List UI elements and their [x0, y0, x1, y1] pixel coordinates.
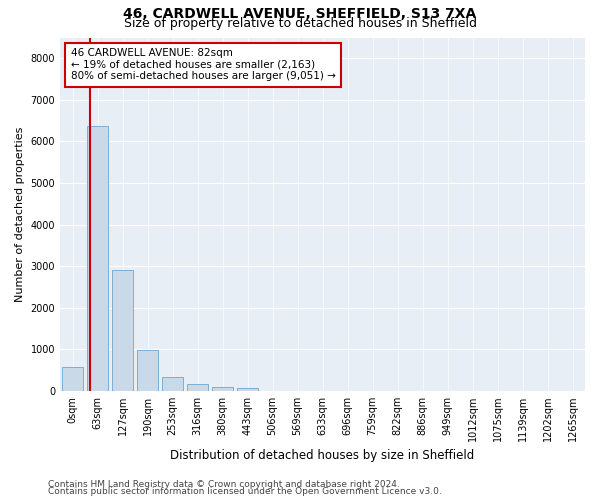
X-axis label: Distribution of detached houses by size in Sheffield: Distribution of detached houses by size …: [170, 450, 475, 462]
Text: Contains public sector information licensed under the Open Government Licence v3: Contains public sector information licen…: [48, 487, 442, 496]
Bar: [187, 384, 208, 391]
Text: 46, CARDWELL AVENUE, SHEFFIELD, S13 7XA: 46, CARDWELL AVENUE, SHEFFIELD, S13 7XA: [124, 8, 476, 22]
Text: 46 CARDWELL AVENUE: 82sqm
← 19% of detached houses are smaller (2,163)
80% of se: 46 CARDWELL AVENUE: 82sqm ← 19% of detac…: [71, 48, 335, 82]
Bar: [212, 387, 233, 391]
Bar: [112, 270, 133, 391]
Y-axis label: Number of detached properties: Number of detached properties: [15, 126, 25, 302]
Bar: [237, 388, 258, 391]
Bar: [87, 126, 108, 391]
Bar: [162, 376, 183, 391]
Text: Size of property relative to detached houses in Sheffield: Size of property relative to detached ho…: [124, 18, 476, 30]
Bar: [137, 350, 158, 391]
Text: Contains HM Land Registry data © Crown copyright and database right 2024.: Contains HM Land Registry data © Crown c…: [48, 480, 400, 489]
Bar: [62, 366, 83, 391]
